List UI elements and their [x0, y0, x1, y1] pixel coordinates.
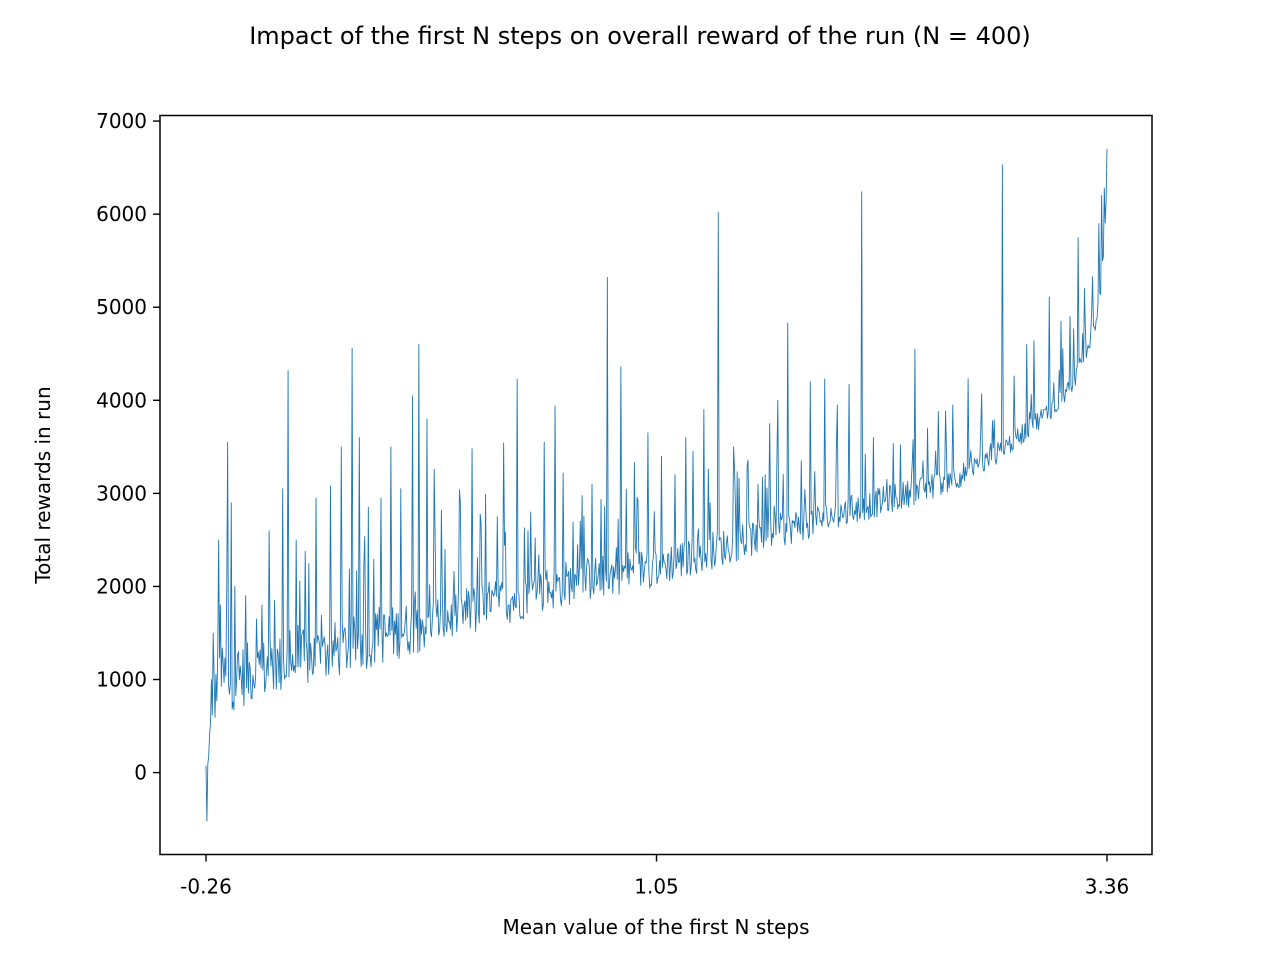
x-tick-label: 3.36 [1085, 875, 1130, 899]
y-tick-label: 3000 [96, 481, 147, 505]
x-axis-label: Mean value of the first N steps [502, 915, 809, 939]
y-tick-label: 1000 [96, 668, 147, 692]
y-tick-label: 2000 [96, 574, 147, 598]
series-line [205, 149, 1108, 822]
y-tick-label: 0 [134, 761, 147, 785]
x-tick-label: 1.05 [634, 875, 679, 899]
y-axis-ticks: 0 1000 2000 3000 4000 5000 6000 7000 [96, 109, 160, 785]
y-tick-label: 7000 [96, 109, 147, 133]
chart-title: Impact of the first N steps on overall r… [249, 22, 1031, 50]
plot-area [159, 114, 1153, 856]
y-tick-label: 5000 [96, 295, 147, 319]
y-tick-label: 6000 [96, 202, 147, 226]
y-tick-label: 4000 [96, 388, 147, 412]
plot-frame [159, 114, 1153, 856]
y-axis-label: Total rewards in run [31, 386, 55, 584]
x-axis-ticks: -0.26 1.05 3.36 [180, 854, 1130, 899]
x-tick-label: -0.26 [180, 875, 232, 899]
